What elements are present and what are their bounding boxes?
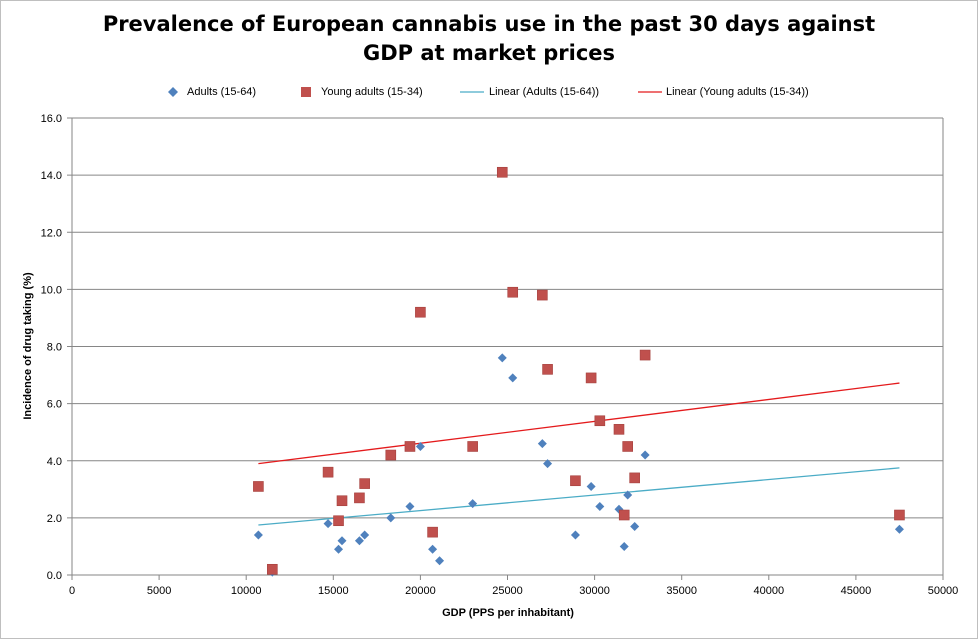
adults-data-point (894, 524, 904, 534)
trendline-young-adults-icon (638, 91, 662, 93)
y-tick-label: 6.0 (47, 399, 62, 411)
young-adults-data-point (267, 563, 278, 575)
young-adults-data-point (537, 289, 548, 301)
adults-data-point (253, 530, 263, 540)
young-adults-data-point (427, 526, 438, 538)
young-adults-data-point (507, 286, 519, 298)
x-tick-label: 45000 (841, 585, 872, 597)
young-adults-data-point (594, 415, 606, 427)
adults-data-point (543, 459, 553, 469)
young-adults-data-point (385, 449, 397, 461)
adults-data-point (323, 519, 333, 529)
young-adults-data-point (253, 481, 264, 492)
young-adults-data-point (570, 475, 581, 487)
trendlines (258, 382, 900, 526)
x-tick-label: 15000 (318, 585, 349, 597)
adults-data-point (415, 441, 425, 451)
adults-data-point (508, 373, 518, 383)
legend-label-adults: Adults (15-64) (187, 86, 257, 98)
young-adults-data-point (322, 466, 334, 478)
x-tick-label: 30000 (579, 585, 610, 597)
young-adults-data-point (894, 509, 905, 521)
trendline-young-adults (258, 382, 900, 465)
adults-data-point (334, 544, 344, 554)
young-adults-data-point (496, 166, 508, 178)
adults-data-point (435, 556, 445, 566)
adults-data-point (630, 521, 640, 531)
young-adults-data-point (618, 509, 630, 521)
y-tick-label: 0.0 (47, 570, 62, 582)
young-adults-data-point (639, 349, 651, 361)
adults-data-point (405, 501, 415, 511)
adults-data-point (623, 490, 633, 500)
x-tick-label: 0 (69, 585, 75, 597)
young-adults-data-point (629, 472, 640, 484)
adults-data-point (595, 501, 605, 511)
adults-data-point (386, 513, 396, 523)
young-adults-data-point (542, 364, 553, 375)
square-marker-icon (301, 87, 311, 97)
x-tick-label: 50000 (928, 585, 959, 597)
legend-label-young-adults: Young adults (15-34) (321, 86, 423, 98)
legend: Adults (15-64) Young adults (15-34) Line… (0, 82, 978, 102)
x-tick-label: 40000 (754, 585, 785, 597)
legend-label-linear-adults: Linear (Adults (15-64)) (489, 86, 600, 98)
tick-labels: 0.0 2.0 4.0 6.0 8.0 10.0 12.0 14.0 16.0 0 5000 1000… (41, 113, 959, 597)
young-adults-data-point (404, 441, 416, 452)
gridlines (72, 117, 943, 519)
x-tick-label: 20000 (405, 585, 436, 597)
adults-data-point (640, 450, 650, 460)
adults-data-point (586, 481, 596, 491)
y-tick-label: 10.0 (41, 284, 62, 296)
young-adults-data-point (613, 424, 625, 435)
chart-title: Prevalence of European cannabis use in t… (102, 12, 876, 65)
trendline-adults (258, 467, 900, 526)
y-tick-label: 14.0 (41, 170, 62, 182)
young-adults-data-point (336, 495, 348, 507)
young-adults-data-point (354, 492, 365, 504)
young-adults-data-point (467, 441, 478, 452)
y-tick-label: 16.0 (41, 113, 62, 125)
young-adults-data-point (622, 441, 633, 452)
y-tick-label: 2.0 (47, 513, 62, 525)
trendline-adults-icon (460, 91, 484, 93)
adults-data-point (619, 541, 629, 551)
adults-data-point (428, 544, 438, 554)
young-adults-data-point (359, 478, 370, 489)
adults-data-point (570, 530, 580, 540)
young-adults-data-point (415, 306, 426, 318)
adults-data-point (360, 530, 370, 540)
axes (67, 117, 944, 580)
y-tick-label: 12.0 (41, 227, 62, 239)
adults-data-point (614, 504, 624, 514)
x-tick-label: 10000 (231, 585, 262, 597)
adults-data-point (468, 499, 478, 509)
x-tick-label: 35000 (666, 585, 697, 597)
x-tick-label: 5000 (147, 585, 171, 597)
y-axis-title: Incidence of drug taking (%) (22, 272, 34, 420)
adults-data-point (337, 536, 347, 546)
x-axis-title: GDP (PPS per inhabitant) (442, 607, 574, 619)
adults-data-point (537, 439, 547, 449)
y-tick-label: 4.0 (47, 456, 62, 468)
x-tick-label: 25000 (492, 585, 523, 597)
data-points (253, 166, 905, 577)
young-adults-data-point (585, 372, 597, 384)
adults-data-point (497, 353, 507, 363)
young-adults-data-point (333, 515, 344, 527)
diamond-marker-icon (168, 87, 178, 97)
y-tick-label: 8.0 (47, 342, 62, 354)
legend-label-linear-young-adults: Linear (Young adults (15-34)) (666, 86, 809, 98)
adults-data-point (354, 536, 364, 546)
